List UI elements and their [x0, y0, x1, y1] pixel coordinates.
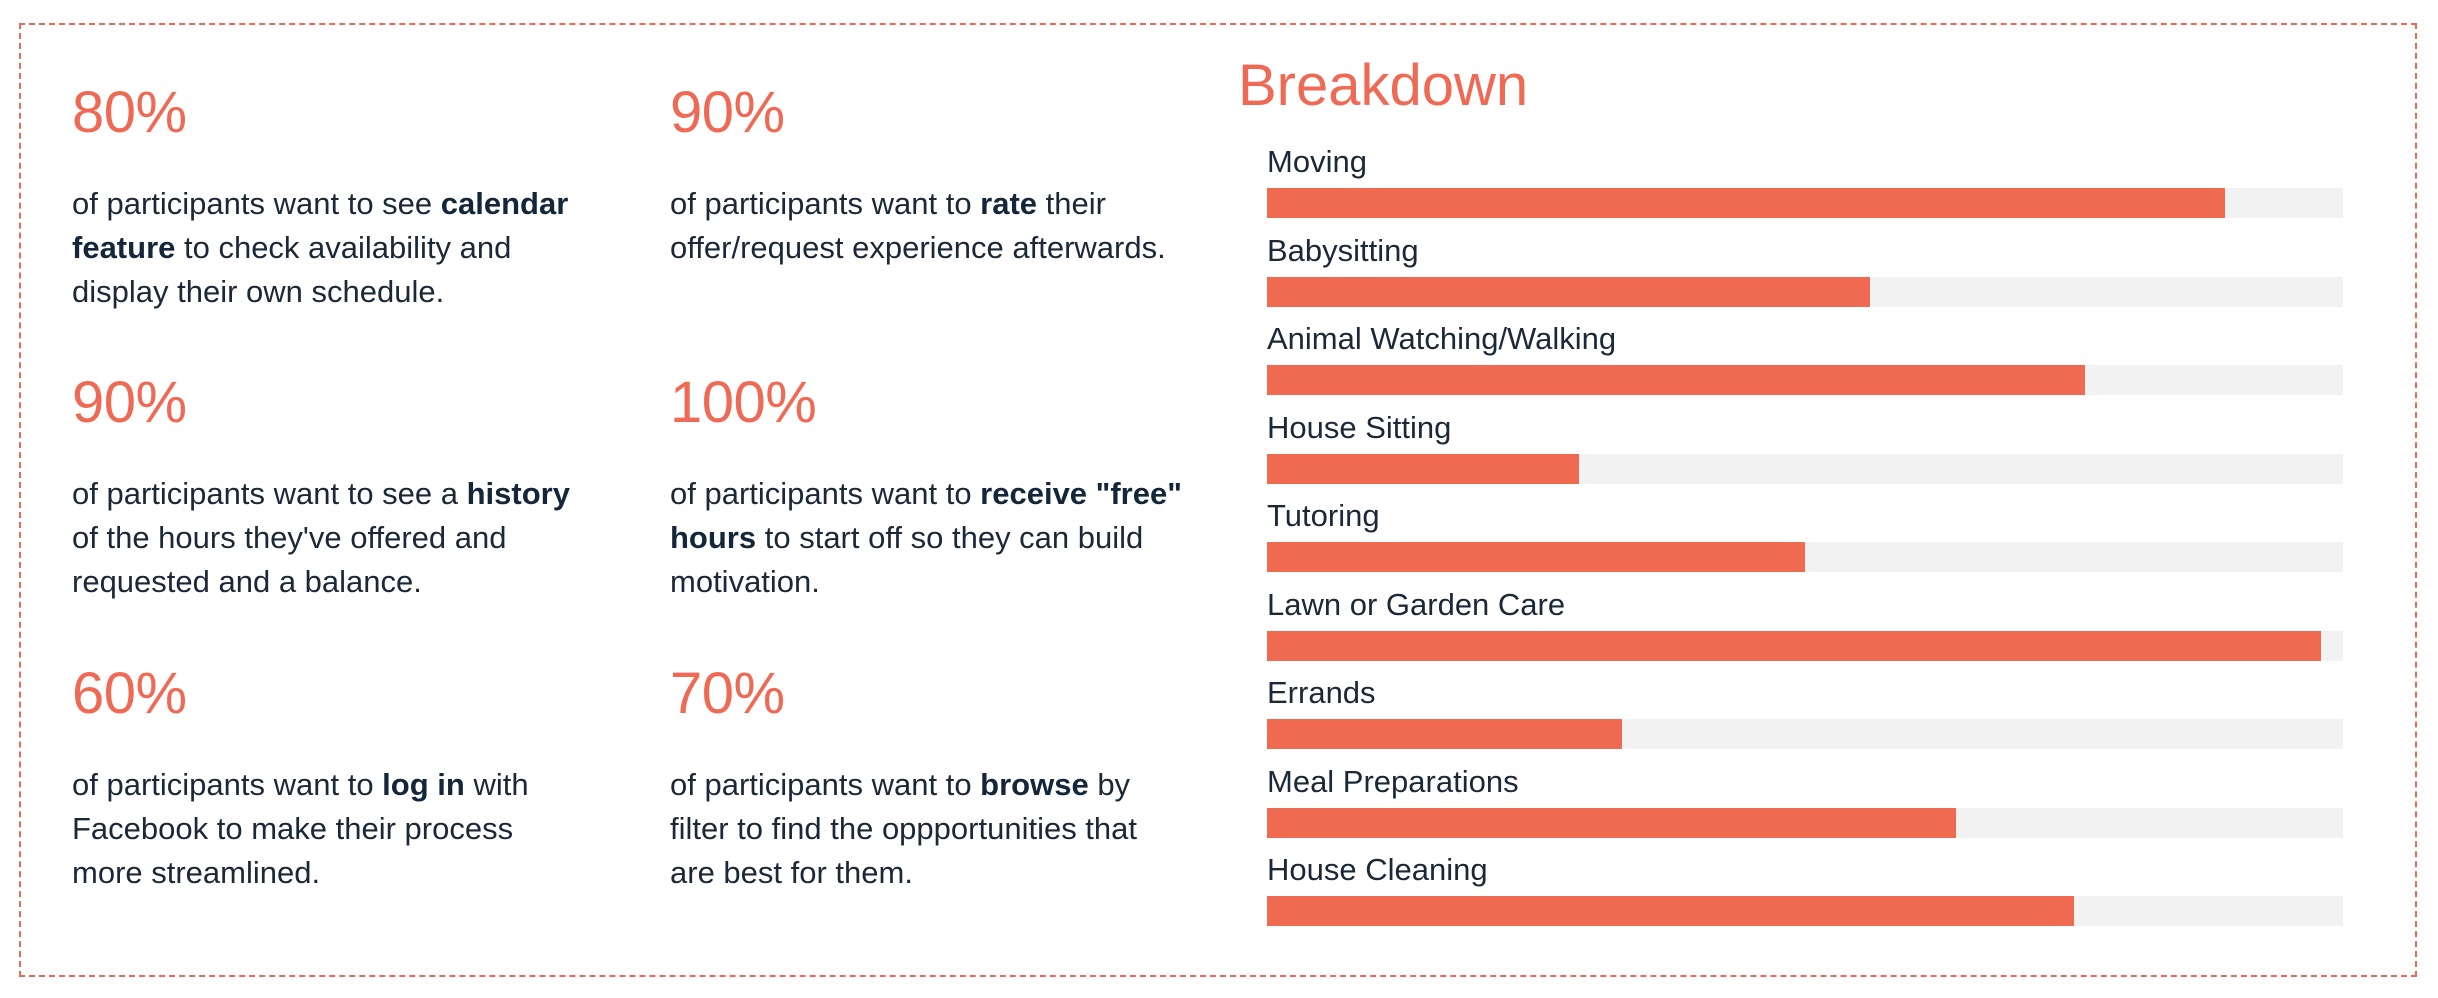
- bar-row: Meal Preparations: [1267, 760, 2343, 848]
- stat-description: of participants want to log in with Face…: [72, 767, 529, 890]
- stat-calendar-feature: 80% of participants want to see calendar…: [72, 78, 592, 314]
- bar-label: Lawn or Garden Care: [1267, 586, 1566, 622]
- bar-label: Errands: [1267, 675, 1376, 710]
- bar-row: Lawn or Garden Care: [1267, 583, 2343, 671]
- stat-percent: 100%: [670, 370, 817, 435]
- bar-label: Moving: [1267, 144, 1367, 179]
- bar-fill: [1267, 453, 1579, 484]
- bar-row: Tutoring: [1267, 494, 2343, 582]
- bar-row: Errands: [1267, 671, 2343, 759]
- bar-fill: [1267, 896, 2074, 926]
- stat-percent: 90%: [72, 370, 187, 435]
- bar-row: Babysitting: [1267, 229, 2343, 317]
- stat-rate-experience: 90% of participants want to rate their o…: [670, 78, 1190, 270]
- dashed-border-frame: [19, 23, 2417, 977]
- bar-fill: [1267, 719, 1622, 749]
- stat-description: of participants want to see calendar fea…: [72, 186, 569, 309]
- chart-title: Breakdown: [1238, 53, 1529, 118]
- stat-history: 90% of participants want to see a histor…: [72, 368, 592, 604]
- bar-fill: [1267, 542, 1805, 572]
- bar-fill: [1267, 807, 1956, 838]
- stat-free-hours: 100% of participants want to receive "fr…: [670, 368, 1190, 604]
- stat-description: of participants want to see a history of…: [72, 476, 570, 599]
- stat-description: of participants want to rate their offer…: [670, 186, 1166, 265]
- bar-row: Animal Watching/Walking: [1267, 317, 2343, 405]
- stat-percent: 80%: [72, 80, 187, 145]
- stat-description: of participants want to browse by filter…: [670, 767, 1138, 890]
- bar-track: [1267, 807, 2343, 838]
- bar-track: [1267, 542, 2343, 572]
- bar-label: Meal Preparations: [1267, 763, 1519, 799]
- bar-fill: [1267, 630, 2321, 661]
- bar-row: House Sitting: [1267, 406, 2343, 494]
- bar-track: [1267, 365, 2343, 395]
- bar-fill: [1267, 276, 1870, 307]
- bar-track: [1267, 896, 2343, 926]
- bar-track: [1267, 630, 2343, 661]
- bar-label: Tutoring: [1267, 498, 1380, 533]
- bar-row: Moving: [1267, 140, 2343, 228]
- bar-label: House Sitting: [1267, 409, 1452, 445]
- stat-log-in: 60% of participants want to log in with …: [72, 659, 592, 895]
- bar-track: [1267, 719, 2343, 749]
- bar-label: House Cleaning: [1267, 852, 1488, 887]
- stat-description: of participants want to receive "free" h…: [670, 476, 1182, 599]
- bar-label: Animal Watching/Walking: [1267, 321, 1617, 356]
- stat-percent: 70%: [670, 661, 785, 726]
- bar-track: [1267, 188, 2343, 218]
- bar-track: [1267, 453, 2343, 484]
- stat-percent: 60%: [72, 661, 187, 726]
- bar-fill: [1267, 188, 2225, 218]
- stat-percent: 90%: [670, 80, 785, 145]
- stat-browse: 70% of participants want to browse by fi…: [670, 659, 1190, 895]
- bar-track: [1267, 276, 2343, 307]
- bar-row: House Cleaning: [1267, 848, 2343, 936]
- bar-label: Babysitting: [1267, 232, 1419, 268]
- bar-fill: [1267, 365, 2085, 395]
